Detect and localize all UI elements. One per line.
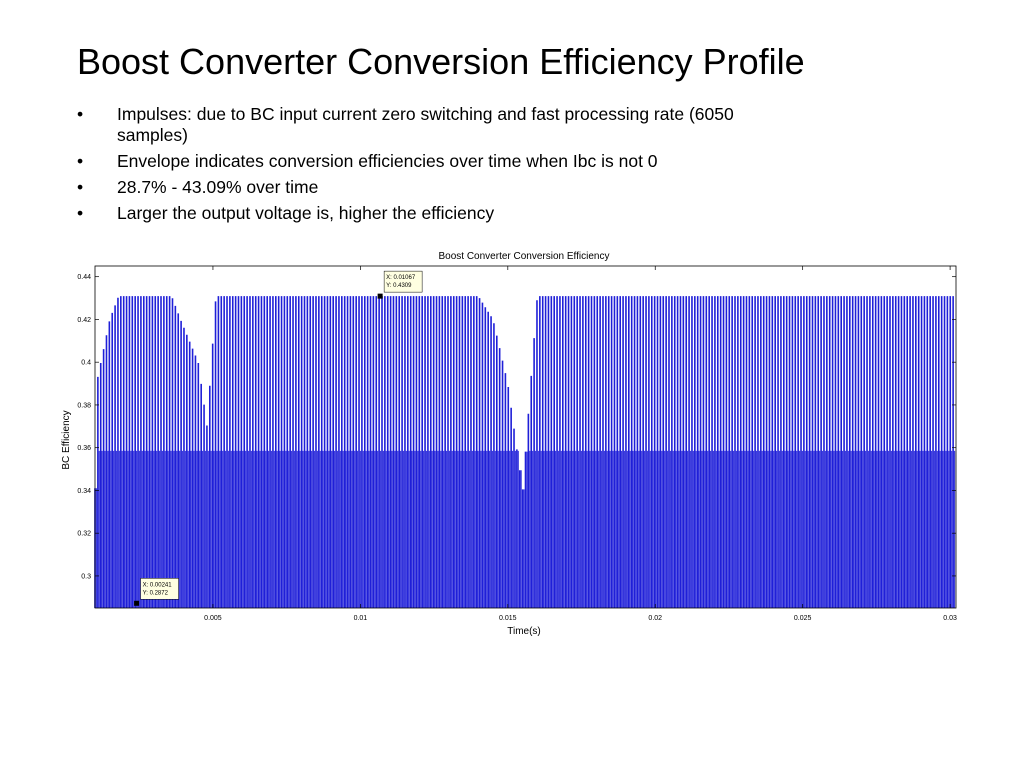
- x-tick-label: 0.01: [354, 615, 368, 622]
- x-tick-label: 0.02: [648, 615, 662, 622]
- bullet-item: • Impulses: due to BC input current zero …: [77, 104, 777, 146]
- datatip-text: Y: 0.2872: [143, 590, 169, 596]
- datatip-marker: [377, 293, 383, 299]
- chart-title: Boost Converter Conversion Efficiency: [438, 251, 609, 262]
- chart-container: Boost Converter Conversion Efficiency 0.…: [52, 242, 972, 642]
- y-tick-label: 0.36: [77, 445, 91, 452]
- y-tick-label: 0.42: [77, 317, 91, 324]
- datatip-marker: [134, 600, 140, 606]
- y-tick-label: 0.4: [81, 360, 91, 367]
- x-axis-label: Time(s): [507, 626, 541, 637]
- datatip-text: X: 0.00241: [143, 582, 173, 588]
- datatip-box: [383, 270, 423, 293]
- bullet-text: Larger the output voltage is, higher the…: [117, 203, 495, 223]
- x-tick-label: 0.03: [943, 615, 957, 622]
- datatip-text: X: 0.01067: [386, 275, 416, 281]
- bullet-symbol: •: [77, 177, 84, 197]
- plot-frame: [94, 265, 957, 609]
- series-impulses-lower: [95, 450, 956, 608]
- datatip: X: 0.00241 Y: 0.2872: [134, 578, 179, 606]
- bullet-item: • Envelope indicates conversion efficienc…: [77, 151, 777, 172]
- bullet-item: • 28.7% - 43.09% over time: [77, 177, 777, 198]
- y-axis-label: BC Efficiency: [61, 410, 72, 469]
- y-tick-label: 0.32: [77, 531, 91, 538]
- bullet-symbol: •: [77, 151, 84, 171]
- y-tick-label: 0.34: [77, 488, 91, 495]
- x-tick-label: 0.015: [499, 615, 517, 622]
- x-tick-label: 0.005: [204, 615, 222, 622]
- y-tick-label: 0.3: [81, 573, 91, 580]
- bullet-item: • Larger the output voltage is, higher th…: [77, 203, 777, 224]
- efficiency-chart: Boost Converter Conversion Efficiency 0.…: [61, 251, 957, 637]
- y-tick-label: 0.44: [77, 274, 91, 281]
- datatip-box: [140, 578, 179, 600]
- datatip-text: Y: 0.4309: [386, 283, 412, 289]
- bullet-text: Impulses: due to BC input current zero s…: [117, 104, 734, 145]
- bullet-symbol: •: [77, 104, 84, 124]
- bullet-symbol: •: [77, 203, 84, 223]
- y-tick-label: 0.38: [77, 402, 91, 409]
- slide-title: Boost Converter Conversion Efficiency Pr…: [77, 41, 805, 82]
- datatip: X: 0.01067 Y: 0.4309: [377, 270, 423, 299]
- bullet-text: Envelope indicates conversion efficienci…: [117, 151, 658, 171]
- bullet-list: • Impulses: due to BC input current zero …: [77, 104, 777, 229]
- x-tick-label: 0.025: [794, 615, 812, 622]
- bullet-text: 28.7% - 43.09% over time: [117, 177, 319, 197]
